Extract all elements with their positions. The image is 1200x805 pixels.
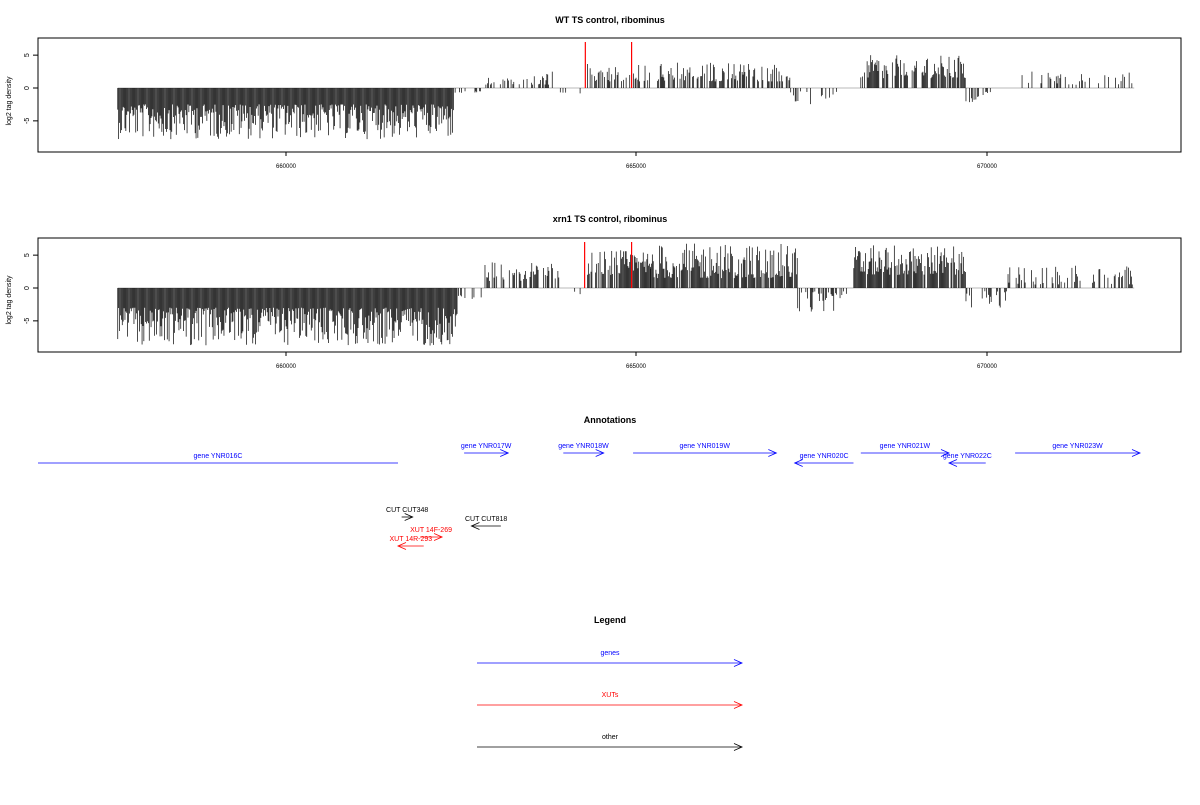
y-tick-label: 5	[24, 253, 31, 257]
wt-y-axis-label: log2 tag density	[6, 76, 13, 126]
arrow-head	[947, 459, 958, 467]
feature-label: XUT 14F-269	[410, 527, 452, 534]
y-tick-label: -5	[24, 318, 31, 324]
y-tick-label: 0	[24, 86, 31, 90]
arrow-head	[1131, 449, 1141, 457]
feature-label: gene YNR019W	[679, 443, 730, 450]
xrn1-y-axis-label: log2 tag density	[6, 275, 13, 325]
wt-plot-frame	[37, 37, 1182, 153]
legend-item: XUTs	[477, 692, 743, 709]
legend-item: other	[477, 734, 743, 751]
annotation-features: gene YNR016C gene YNR017W gene YNR018W gene…	[38, 443, 1141, 550]
feature-label: gene YNR018W	[558, 443, 609, 450]
xrn1-plot-frame	[37, 237, 1182, 353]
wt-bars-group	[117, 42, 1135, 140]
wt-y-ticks: -5 0 5	[24, 53, 38, 124]
feature-label: gene YNR022C	[943, 453, 992, 460]
x-tick-label: 670000	[977, 164, 998, 170]
annotation-feature: gene YNR017W	[461, 443, 512, 457]
annotation-feature: XUT 14R-293	[390, 536, 433, 550]
feature-label: gene YNR020C	[800, 453, 849, 460]
annotation-feature: CUT CUT348	[386, 507, 428, 521]
xrn1-density-panel: xrn1 TS control, ribominus log2 tag dens…	[6, 214, 1182, 370]
arrow-head	[470, 522, 480, 530]
annotation-feature: gene YNR023W	[1015, 443, 1141, 457]
arrow-head	[940, 449, 950, 457]
feature-label: XUT 14R-293	[390, 536, 433, 543]
arrow-head	[500, 449, 510, 457]
y-tick-label: 5	[24, 53, 31, 57]
annotation-feature: gene YNR021W	[860, 443, 950, 457]
annotation-feature: gene YNR022C	[943, 453, 992, 467]
x-tick-label: 660000	[276, 164, 297, 170]
wt-x-ticks: 660000 665000 670000	[276, 152, 998, 170]
legend-label: other	[602, 734, 619, 741]
feature-label: CUT CUT818	[465, 516, 507, 523]
wt-density-panel: WT TS control, ribominus log2 tag densit…	[6, 15, 1182, 170]
xrn1-x-ticks: 660000 665000 670000	[276, 352, 998, 370]
x-tick-label: 665000	[626, 364, 647, 370]
wt-panel-title: WT TS control, ribominus	[555, 15, 665, 25]
x-tick-label: 670000	[977, 364, 998, 370]
arrow-head	[404, 513, 414, 521]
arrow-head	[595, 449, 605, 457]
legend-label: genes	[600, 650, 620, 657]
legend-arrow-head	[733, 743, 743, 751]
feature-label: CUT CUT348	[386, 507, 428, 514]
x-tick-label: 665000	[626, 164, 647, 170]
annotation-feature: gene YNR020C	[793, 453, 854, 467]
annotation-feature: gene YNR019W	[633, 443, 778, 457]
arrow-head	[433, 533, 444, 541]
arrow-head	[793, 459, 803, 467]
legend-item: genes	[477, 650, 743, 667]
legend-arrow-head	[733, 701, 743, 709]
legend-items: genes XUTs other	[477, 650, 743, 751]
annotation-feature: gene YNR018W	[558, 443, 609, 457]
legend-arrow-head	[733, 659, 743, 667]
arrow-head	[396, 542, 407, 550]
xrn1-bars-group	[117, 242, 1135, 346]
annotation-feature: gene YNR016C	[38, 453, 398, 464]
x-tick-label: 660000	[276, 364, 297, 370]
annotations-title: Annotations	[584, 415, 637, 425]
xrn1-panel-title: xrn1 TS control, ribominus	[553, 214, 668, 224]
arrow-head	[768, 449, 778, 457]
annotation-feature: CUT CUT818	[465, 516, 507, 530]
legend-panel: Legend genes XUTs other	[477, 615, 743, 751]
feature-label: gene YNR017W	[461, 443, 512, 450]
legend-title: Legend	[594, 615, 626, 625]
feature-label: gene YNR021W	[880, 443, 931, 450]
feature-label: gene YNR023W	[1052, 443, 1103, 450]
feature-label: gene YNR016C	[194, 453, 243, 460]
legend-label: XUTs	[602, 692, 619, 699]
y-tick-label: -5	[24, 118, 31, 124]
y-tick-label: 0	[24, 286, 31, 290]
annotation-feature: XUT 14F-269	[410, 527, 452, 541]
xrn1-y-ticks: -5 0 5	[24, 253, 38, 324]
